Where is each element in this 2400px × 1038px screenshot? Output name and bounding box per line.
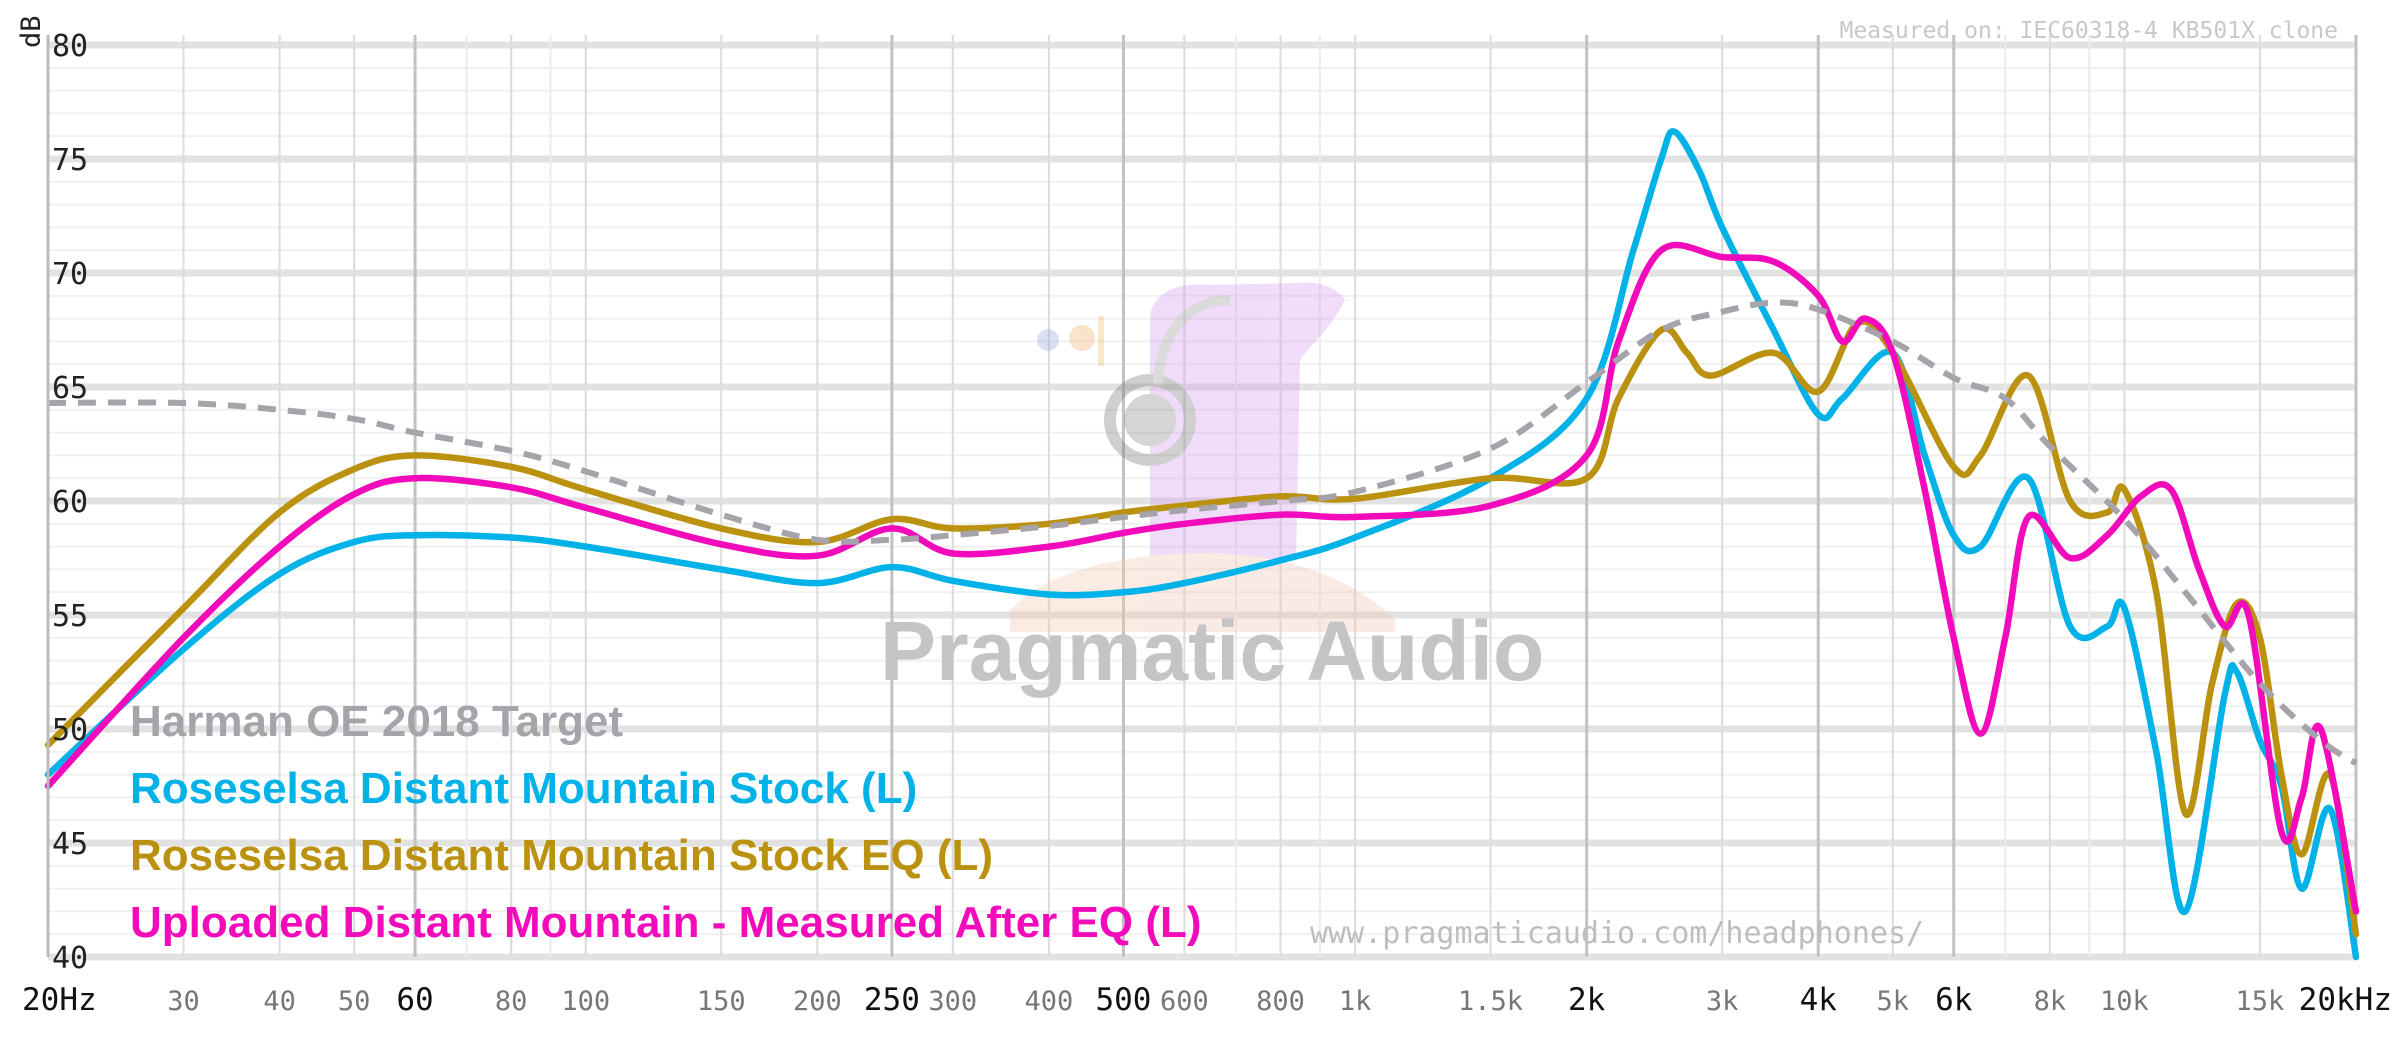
y-tick-label: 65	[52, 371, 88, 406]
axes: 40 45 50 55 60 65 70 75 80 20Hz 30 40 50 60 80 100 150 20…	[22, 29, 2392, 1018]
x-tick-label: 10k	[2100, 986, 2149, 1017]
x-tick-label: 1k	[1339, 986, 1372, 1017]
x-tick-label: 150	[697, 986, 746, 1017]
y-tick-label: 40	[52, 941, 88, 976]
x-tick-label: 300	[928, 986, 977, 1017]
legend: Harman OE 2018 Target Roseselsa Distant M…	[130, 697, 1202, 947]
series-line-2	[44, 318, 2360, 938]
y-tick-label: 70	[52, 257, 88, 292]
series-line-1	[44, 128, 2360, 961]
x-tick-label: 800	[1256, 986, 1305, 1017]
x-tick-label: 8k	[2034, 986, 2067, 1017]
x-tick-label: 40	[263, 986, 296, 1017]
legend-entry-1: Roseselsa Distant Mountain Stock (L)	[130, 764, 917, 813]
y-axis-unit: dB	[16, 15, 47, 48]
watermark-url: www.pragmaticaudio.com/headphones/	[1310, 916, 1924, 951]
pragmatic-audio-logo-icon	[1010, 282, 1395, 632]
y-tick-label: 50	[52, 713, 88, 748]
x-tick-label: 30	[167, 986, 200, 1017]
x-tick-label: 1.5k	[1458, 986, 1523, 1017]
x-tick-label: 400	[1025, 986, 1074, 1017]
y-tick-label: 75	[52, 143, 88, 178]
watermark-brand: Pragmatic Audio	[880, 604, 1544, 698]
x-tick-label: 500	[1095, 982, 1151, 1018]
x-tick-label: 6k	[1935, 982, 1973, 1018]
series-line-0	[47, 299, 2358, 766]
x-tick-label: 250	[864, 982, 920, 1018]
x-tick-label: 3k	[1706, 986, 1739, 1017]
x-tick-label: 600	[1160, 986, 1209, 1017]
x-tick-label: 20kHz	[2299, 982, 2392, 1018]
grid	[46, 35, 2358, 961]
y-tick-label: 80	[52, 29, 88, 64]
x-tick-label: 20Hz	[22, 982, 97, 1018]
x-tick-label: 5k	[1877, 986, 1910, 1017]
x-tick-label: 50	[338, 986, 371, 1017]
legend-entry-3: Uploaded Distant Mountain - Measured Aft…	[130, 898, 1202, 947]
legend-entry-0: Harman OE 2018 Target	[130, 697, 624, 746]
legend-entry-2: Roseselsa Distant Mountain Stock EQ (L)	[130, 831, 993, 880]
y-tick-label: 55	[52, 599, 88, 634]
series-group	[44, 128, 2360, 961]
x-tick-label: 200	[793, 986, 842, 1017]
x-tick-label: 80	[495, 986, 528, 1017]
measured-on-note: Measured on: IEC60318-4 KB501X clone	[1840, 18, 2339, 44]
x-tick-label: 15k	[2235, 986, 2284, 1017]
x-tick-label: 60	[396, 982, 433, 1018]
series-line-3	[44, 241, 2360, 915]
x-tick-label: 100	[561, 986, 610, 1017]
x-tick-label: 4k	[1800, 982, 1838, 1018]
y-tick-label: 45	[52, 827, 88, 862]
y-tick-label: 60	[52, 485, 88, 520]
x-tick-label: 2k	[1568, 982, 1606, 1018]
